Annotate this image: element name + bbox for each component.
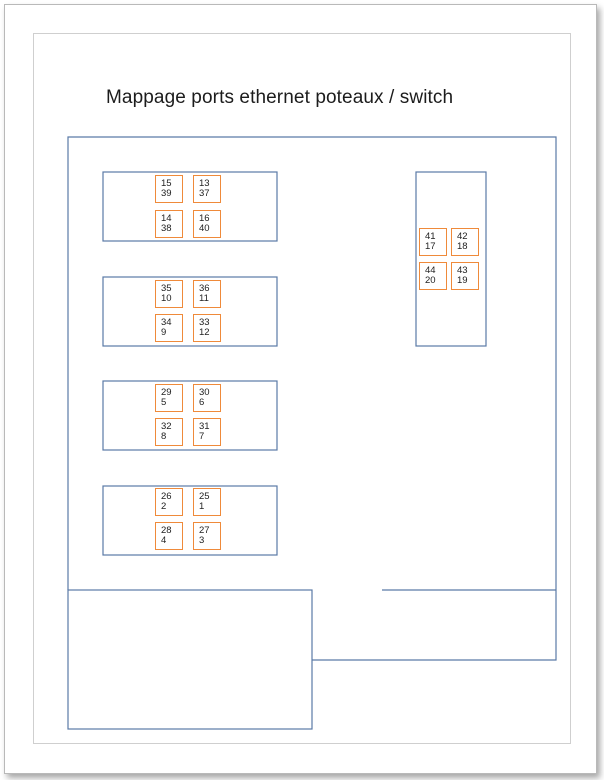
- ethernet-port: 28 4: [155, 522, 183, 550]
- port-number-top: 16: [199, 213, 210, 224]
- port-number-bottom: 2: [161, 501, 167, 512]
- port-number-bottom: 17: [425, 241, 436, 252]
- port-number-bottom: 8: [161, 431, 167, 442]
- port-number-bottom: 37: [199, 188, 210, 199]
- ethernet-port: 33 12: [193, 314, 221, 342]
- port-number-top: 30: [199, 387, 210, 398]
- ethernet-port: 26 2: [155, 488, 183, 516]
- port-number-bottom: 40: [199, 223, 210, 234]
- port-number-top: 42: [457, 231, 468, 242]
- ethernet-port: 15 39: [155, 175, 183, 203]
- port-number-top: 27: [199, 525, 210, 536]
- port-number-top: 13: [199, 178, 210, 189]
- ethernet-port: 16 40: [193, 210, 221, 238]
- ethernet-port: 30 6: [193, 384, 221, 412]
- ethernet-port: 32 8: [155, 418, 183, 446]
- ethernet-port: 14 38: [155, 210, 183, 238]
- page-frame: [33, 33, 571, 744]
- port-number-bottom: 20: [425, 275, 436, 286]
- ethernet-port: 27 3: [193, 522, 221, 550]
- poteau-box-1: [102, 171, 278, 242]
- ethernet-port: 13 37: [193, 175, 221, 203]
- port-number-top: 32: [161, 421, 172, 432]
- ethernet-port: 31 7: [193, 418, 221, 446]
- port-number-top: 33: [199, 317, 210, 328]
- port-number-bottom: 10: [161, 293, 172, 304]
- ethernet-port: 34 9: [155, 314, 183, 342]
- poteau-box-3: [102, 380, 278, 451]
- port-number-top: 26: [161, 491, 172, 502]
- page-title: Mappage ports ethernet poteaux / switch: [106, 87, 454, 108]
- ethernet-port: 41 17: [419, 228, 447, 256]
- port-number-bottom: 12: [199, 327, 210, 338]
- port-number-bottom: 11: [199, 293, 209, 304]
- lower-room: [67, 589, 313, 730]
- port-number-bottom: 18: [457, 241, 468, 252]
- port-number-bottom: 19: [457, 275, 468, 286]
- port-number-bottom: 38: [161, 223, 172, 234]
- ethernet-port: 35 10: [155, 280, 183, 308]
- port-number-top: 34: [161, 317, 172, 328]
- port-number-top: 28: [161, 525, 172, 536]
- port-number-bottom: 7: [199, 431, 205, 442]
- ethernet-port: 29 5: [155, 384, 183, 412]
- port-number-top: 15: [161, 178, 172, 189]
- poteau-box-5: [415, 171, 487, 347]
- port-number-bottom: 5: [161, 397, 167, 408]
- port-number-top: 31: [199, 421, 210, 432]
- poteau-box-2: [102, 276, 278, 347]
- port-number-top: 36: [199, 283, 210, 294]
- ethernet-port: 36 11: [193, 280, 221, 308]
- ethernet-port: 43 19: [451, 262, 479, 290]
- port-number-bottom: 9: [161, 327, 167, 338]
- ethernet-port: 42 18: [451, 228, 479, 256]
- port-number-bottom: 4: [161, 535, 167, 546]
- port-number-top: 43: [457, 265, 468, 276]
- port-number-bottom: 1: [199, 501, 205, 512]
- ethernet-port: 44 20: [419, 262, 447, 290]
- port-number-top: 14: [161, 213, 172, 224]
- port-number-bottom: 6: [199, 397, 205, 408]
- room-outline: [67, 136, 557, 661]
- ethernet-port: 25 1: [193, 488, 221, 516]
- poteau-box-4: [102, 485, 278, 556]
- port-number-top: 44: [425, 265, 436, 276]
- port-number-top: 29: [161, 387, 172, 398]
- port-number-top: 41: [425, 231, 436, 242]
- port-number-top: 25: [199, 491, 210, 502]
- port-number-bottom: 3: [199, 535, 205, 546]
- port-number-top: 35: [161, 283, 172, 294]
- port-number-bottom: 39: [161, 188, 172, 199]
